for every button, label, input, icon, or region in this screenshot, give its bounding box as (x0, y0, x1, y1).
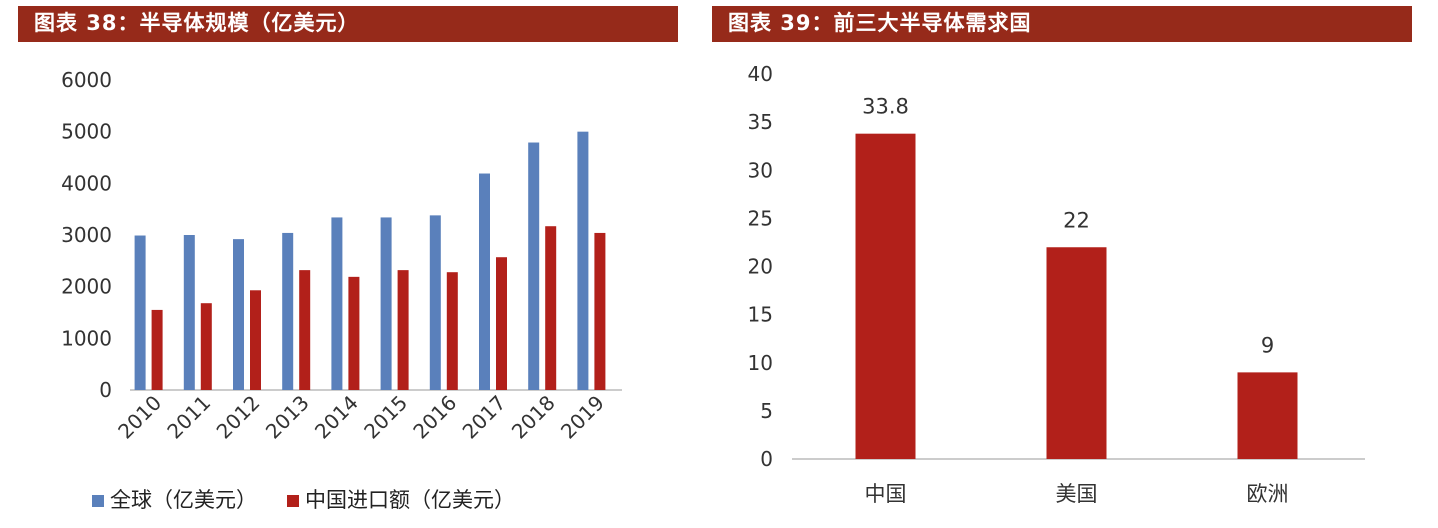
x-tick-label: 欧洲 (1247, 482, 1289, 506)
y-tick-label: 10 (748, 351, 773, 375)
y-tick-label: 1000 (61, 326, 112, 350)
y-tick-label: 40 (748, 62, 773, 86)
y-tick-label: 0 (760, 447, 773, 471)
x-tick-label: 2018 (507, 391, 560, 444)
legend-item-global: 全球（亿美元） (92, 484, 257, 514)
legend-label: 全球（亿美元） (110, 488, 257, 512)
data-label: 33.8 (862, 95, 909, 119)
bar-global-2010 (134, 235, 146, 390)
bar-china-import-2010 (151, 309, 163, 390)
bar-global-2015 (380, 217, 392, 390)
y-tick-label: 3000 (61, 223, 112, 247)
bar-global-2016 (429, 215, 441, 390)
bar-china-import-2013 (299, 270, 311, 390)
y-tick-label: 6000 (61, 68, 112, 92)
x-tick-label: 2015 (359, 391, 412, 444)
bar-china-import-2015 (397, 270, 409, 390)
chart-38-legend: 全球（亿美元） 中国进口额（亿美元） (92, 484, 515, 514)
bar-china-import-2014 (348, 276, 360, 390)
bar-美国 (1046, 247, 1107, 459)
x-tick-label: 2012 (212, 391, 265, 444)
bar-china-import-2016 (446, 272, 458, 390)
y-tick-label: 5 (760, 399, 773, 423)
legend-label: 中国进口额（亿美元） (305, 488, 515, 512)
bar-global-2014 (331, 217, 343, 390)
bar-china-import-2011 (200, 303, 212, 390)
bar-global-2018 (528, 142, 540, 390)
y-tick-label: 15 (748, 303, 773, 327)
y-tick-label: 5000 (61, 120, 112, 144)
bar-china-import-2017 (496, 257, 507, 390)
bar-global-2019 (577, 131, 589, 390)
y-tick-label: 0 (99, 378, 112, 402)
bar-global-2011 (183, 235, 195, 390)
bar-欧洲 (1237, 372, 1298, 459)
x-tick-label: 2017 (458, 391, 511, 444)
bar-china-import-2019 (594, 232, 606, 390)
bar-china-import-2012 (250, 290, 261, 390)
x-tick-label: 2011 (162, 391, 215, 444)
bar-global-2013 (282, 232, 294, 390)
x-tick-label: 中国 (865, 482, 907, 506)
bar-中国 (855, 133, 916, 460)
data-label: 9 (1261, 333, 1274, 357)
x-tick-label: 2014 (310, 391, 363, 444)
y-tick-label: 25 (748, 206, 773, 230)
chart-38-title: 图表 38：半导体规模（亿美元） (18, 6, 678, 42)
x-tick-label: 2013 (261, 391, 314, 444)
data-label: 22 (1063, 208, 1090, 232)
bar-china-import-2018 (545, 226, 557, 390)
y-tick-label: 20 (748, 255, 773, 279)
x-tick-label: 2019 (556, 391, 609, 444)
x-tick-label: 2016 (408, 391, 461, 444)
chart-39-title: 图表 39：前三大半导体需求国 (712, 6, 1412, 42)
x-tick-label: 美国 (1056, 482, 1098, 506)
legend-swatch (287, 495, 299, 507)
bar-global-2012 (233, 239, 244, 390)
y-tick-label: 35 (748, 110, 773, 134)
legend-item-china-import: 中国进口额（亿美元） (287, 484, 515, 514)
x-tick-label: 2010 (113, 391, 166, 444)
y-tick-label: 30 (748, 158, 773, 182)
y-tick-label: 4000 (61, 171, 112, 195)
y-tick-label: 2000 (61, 275, 112, 299)
legend-swatch (92, 495, 104, 507)
bar-global-2017 (479, 173, 490, 390)
